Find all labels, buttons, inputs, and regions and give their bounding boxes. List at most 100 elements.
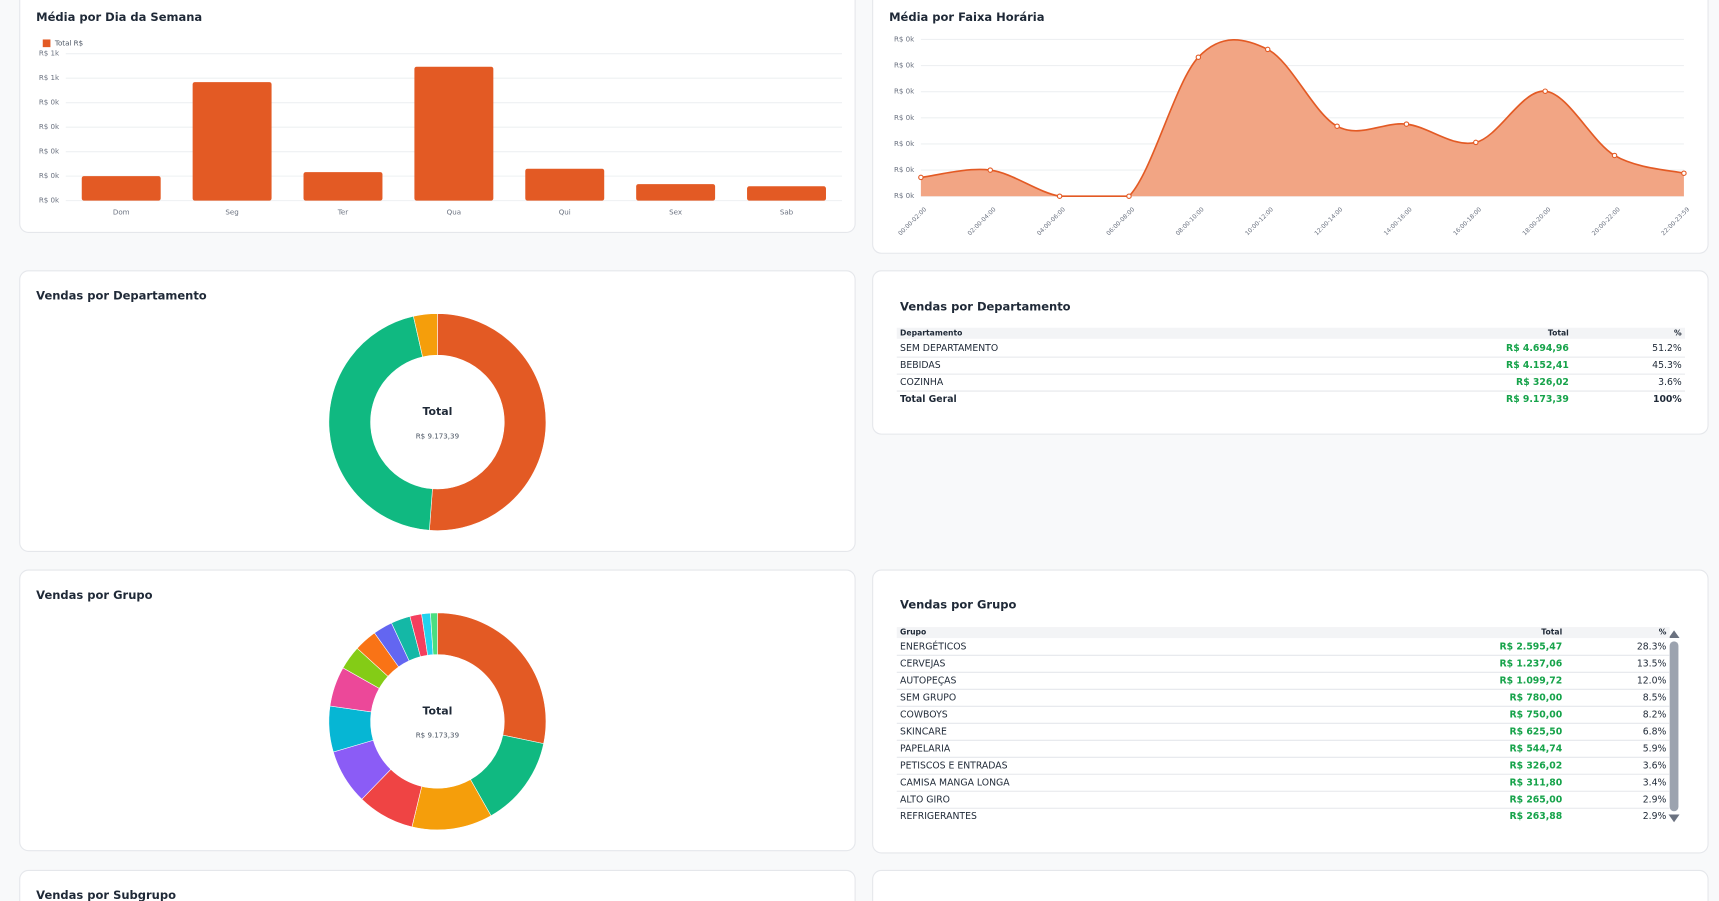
table-cell: COZINHA (900, 377, 944, 388)
table-cell: R$ 265,00 (1509, 794, 1562, 805)
point (1126, 193, 1132, 199)
x-tick-label: Qui (559, 208, 571, 217)
chart-title: Vendas por Grupo (36, 588, 152, 602)
table-cell: SKINCARE (900, 726, 947, 737)
bar (525, 168, 605, 201)
table-cell: R$ 1.099,72 (1499, 675, 1562, 686)
scrollbar[interactable] (1669, 641, 1679, 812)
table-cell: PETISCOS E ENTRADAS (900, 760, 1008, 771)
y-tick-label: R$ 0k (894, 87, 915, 96)
table-title: Vendas por Grupo (900, 598, 1016, 612)
table-cell: 3.6% (1643, 760, 1667, 771)
point (1473, 139, 1479, 146)
pie-slice (413, 313, 438, 358)
area-fill (920, 39, 1684, 197)
point (987, 167, 993, 173)
point (1195, 54, 1202, 60)
bar (303, 172, 383, 201)
table-cell: 28.3% (1637, 641, 1667, 652)
x-tick-label: Qua (447, 208, 461, 217)
scroll-down[interactable] (1668, 814, 1680, 823)
table-header: Grupo (900, 628, 926, 637)
panel (872, 869, 1709, 901)
center-value: R$ 9.173,39 (416, 431, 460, 440)
table-cell: 3.6% (1658, 377, 1682, 388)
y-tick-label: R$ 0k (39, 122, 60, 131)
point (1334, 123, 1340, 129)
table-cell: R$ 9.173,39 (1506, 394, 1569, 405)
table-title: Vendas por Departamento (900, 299, 1071, 313)
point (1264, 46, 1271, 53)
point (1056, 193, 1063, 199)
chart-title: Média por Faixa Horária (889, 10, 1044, 24)
panel (872, 270, 1709, 435)
y-tick-label: R$ 0k (39, 98, 60, 107)
point (918, 174, 924, 181)
pie-slice (437, 612, 547, 744)
x-tick-label: Ter (337, 208, 349, 217)
table-cell: 5.9% (1643, 743, 1667, 754)
panel (19, 569, 856, 852)
table-header: Departamento (900, 328, 962, 337)
y-tick-label: R$ 0k (39, 196, 60, 205)
table-cell: 2.9% (1643, 794, 1667, 805)
table-cell: R$ 311,80 (1509, 777, 1562, 788)
x-tick-label: Sex (669, 208, 682, 217)
point (1611, 152, 1618, 159)
table-cell: COWBOYS (900, 709, 948, 720)
table-cell: R$ 4.694,96 (1506, 343, 1569, 354)
table-cell: 8.2% (1643, 709, 1667, 720)
table-header-bg (896, 327, 1686, 339)
y-tick-label: R$ 0k (894, 61, 915, 70)
panel (19, 869, 856, 901)
table-cell: R$ 326,02 (1509, 760, 1562, 771)
center-label: Total (422, 704, 452, 717)
pie-slice (429, 313, 547, 531)
chart-title: Vendas por Departamento (36, 289, 207, 303)
table-cell: R$ 2.595,47 (1499, 641, 1562, 652)
x-tick-label: Dom (113, 208, 130, 217)
table-cell: ENERGÉTICOS (900, 640, 966, 652)
table-cell: 51.2% (1652, 343, 1682, 354)
center-value: R$ 9.173,39 (416, 731, 460, 740)
bar (81, 176, 161, 201)
table-cell: R$ 780,00 (1509, 692, 1562, 703)
y-tick-label: R$ 1k (39, 49, 60, 58)
table-header-bg (896, 627, 1670, 639)
table-cell: 13.5% (1637, 658, 1667, 669)
table-cell: ALTO GIRO (900, 794, 950, 805)
table-cell: R$ 1.237,06 (1499, 658, 1562, 669)
x-tick-label: Sab (780, 208, 794, 217)
table-cell: 12.0% (1637, 675, 1667, 686)
pie-slice (328, 315, 433, 531)
y-tick-label: R$ 0k (894, 113, 915, 122)
bar (414, 66, 494, 201)
table-cell: 3.4% (1643, 777, 1667, 788)
panel-title: Vendas por Subgrupo (36, 888, 176, 901)
y-tick-label: R$ 0k (894, 165, 915, 174)
scroll-up[interactable] (1668, 630, 1680, 639)
table-cell: R$ 750,00 (1509, 709, 1562, 720)
table-cell: PAPELARIA (900, 743, 951, 754)
table-cell: 100% (1653, 394, 1682, 405)
table-cell: AUTOPEÇAS (900, 675, 956, 686)
bar (636, 184, 716, 201)
table-cell: R$ 326,02 (1516, 377, 1569, 388)
table-cell: CERVEJAS (900, 658, 945, 669)
table-cell: 8.5% (1643, 692, 1667, 703)
table-cell: 45.3% (1652, 360, 1682, 371)
table-header: Total (1548, 328, 1569, 337)
table-cell: Total Geral (900, 394, 957, 405)
y-tick-label: R$ 0k (894, 34, 915, 43)
legend-swatch (42, 39, 51, 48)
y-tick-label: R$ 0k (894, 139, 915, 148)
table-cell: CAMISA MANGA LONGA (900, 777, 1010, 788)
bar (192, 82, 272, 201)
y-tick-label: R$ 0k (39, 171, 60, 180)
y-tick-label: R$ 0k (39, 147, 60, 156)
table-cell: SEM DEPARTAMENTO (900, 343, 998, 354)
y-tick-label: R$ 1k (39, 73, 60, 82)
